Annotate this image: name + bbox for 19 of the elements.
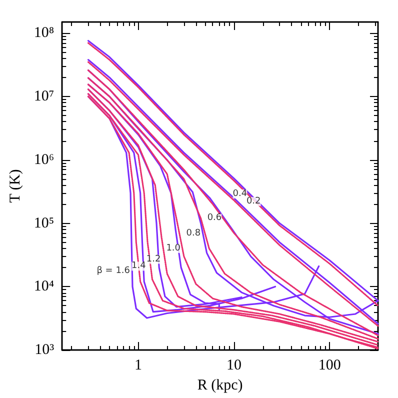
annotation: β = 1.6 [96, 266, 130, 276]
y-tick-label: 10⁵ [34, 215, 54, 232]
x-tick-label: 1 [134, 358, 142, 374]
y-tick-label: 10⁸ [34, 25, 54, 42]
annotation: 1.0 [166, 243, 181, 254]
annotation: 0.2 [246, 196, 261, 207]
annotation: 1.2 [146, 254, 161, 264]
y-tick-label: 10⁶ [34, 152, 54, 168]
y-tick-label: 10³ [34, 342, 55, 358]
annotation: 0.8 [186, 228, 201, 238]
x-axis-title: R (kpc) [197, 378, 243, 394]
x-tick-label: 100 [318, 358, 341, 374]
y-tick-label: 10⁷ [34, 88, 54, 105]
annotation: 1.4 [132, 261, 146, 272]
y-tick-label: 10⁴ [34, 278, 54, 295]
x-tick-label: 10 [226, 358, 242, 374]
y-axis-title: T (K) [8, 169, 24, 203]
annotation: 0.4 [232, 188, 248, 199]
annotation: 0.6 [207, 213, 222, 224]
